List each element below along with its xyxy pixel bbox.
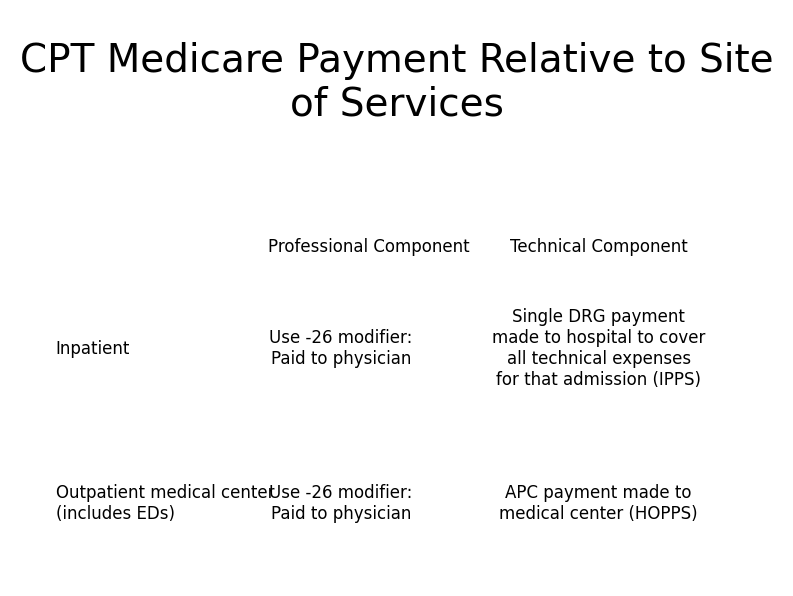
- Text: CPT Medicare Payment Relative to Site
of Services: CPT Medicare Payment Relative to Site of…: [20, 42, 773, 124]
- Text: Professional Component: Professional Component: [268, 238, 469, 256]
- Text: Outpatient medical center
(includes EDs): Outpatient medical center (includes EDs): [56, 484, 274, 523]
- Text: Inpatient: Inpatient: [56, 340, 130, 358]
- Text: Technical Component: Technical Component: [510, 238, 688, 256]
- Text: APC payment made to
medical center (HOPPS): APC payment made to medical center (HOPP…: [500, 484, 698, 523]
- Text: Single DRG payment
made to hospital to cover
all technical expenses
for that adm: Single DRG payment made to hospital to c…: [492, 309, 706, 389]
- Text: Use -26 modifier:
Paid to physician: Use -26 modifier: Paid to physician: [270, 484, 412, 523]
- Text: Use -26 modifier:
Paid to physician: Use -26 modifier: Paid to physician: [270, 329, 412, 368]
